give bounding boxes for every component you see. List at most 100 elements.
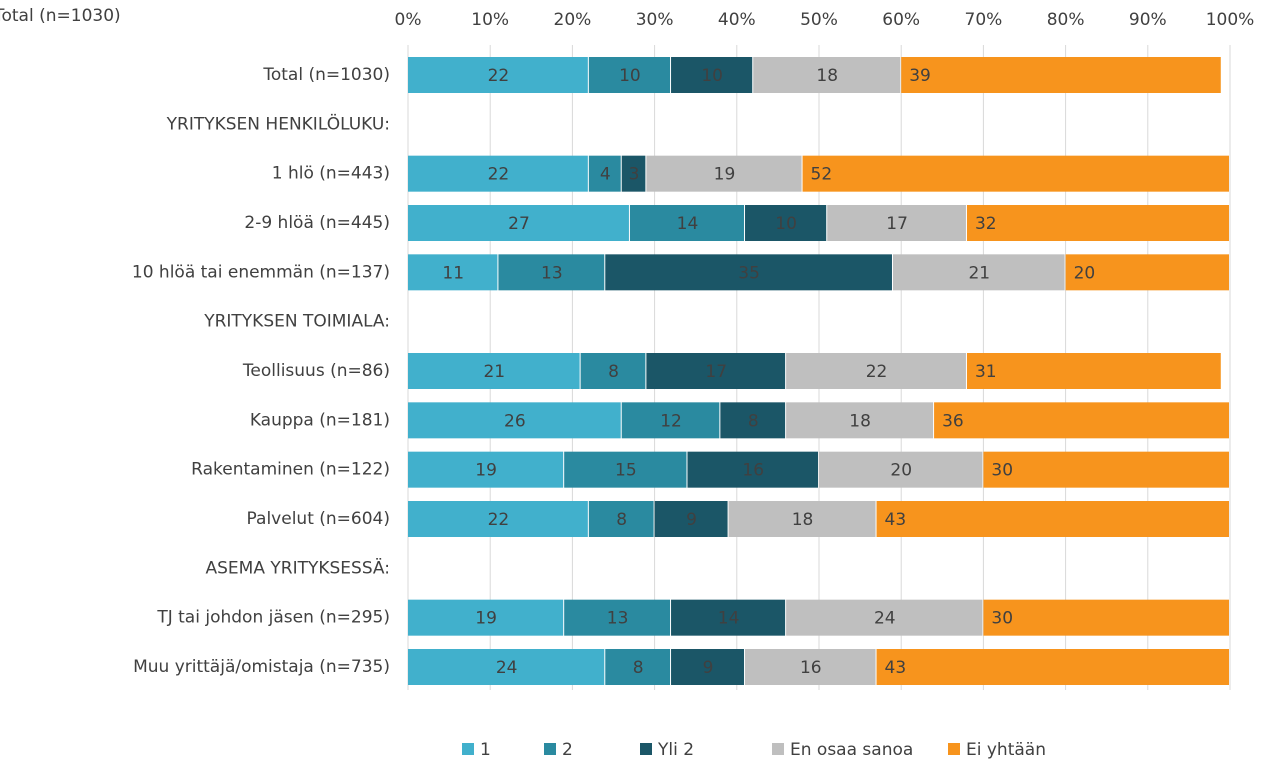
category-label: YRITYKSEN TOIMIALA: — [203, 312, 390, 332]
data-label: 35 — [738, 263, 760, 283]
bar-segment — [408, 501, 588, 537]
data-label: 18 — [792, 510, 814, 530]
bar-segment — [408, 57, 588, 93]
bar-segment — [646, 155, 802, 192]
chart-title: Total (n=1030) — [0, 6, 121, 26]
data-label: 30 — [991, 461, 1013, 481]
data-label: 15 — [615, 461, 637, 481]
data-label: 4 — [600, 165, 611, 185]
data-label: 39 — [909, 66, 931, 86]
data-label: 10 — [775, 214, 797, 234]
data-label: 52 — [811, 165, 833, 185]
legend-swatch — [640, 743, 652, 755]
data-label: 36 — [942, 411, 964, 431]
data-label: 9 — [686, 510, 697, 530]
legend-label: Ei yhtään — [966, 740, 1046, 760]
data-label: 21 — [968, 263, 990, 283]
legend-swatch — [462, 743, 474, 755]
bar-segment — [819, 451, 983, 488]
data-label: 43 — [885, 510, 907, 530]
data-label: 14 — [677, 214, 699, 234]
category-label: Total (n=1030) — [262, 65, 390, 85]
bar-segment — [654, 501, 728, 537]
data-label: 8 — [608, 362, 619, 382]
data-label: 27 — [508, 214, 530, 234]
x-tick-label: 70% — [965, 10, 1003, 30]
bar-segment — [564, 451, 687, 488]
legend-swatch — [948, 743, 960, 755]
bar-segment — [687, 451, 818, 488]
bar-segment — [408, 353, 580, 389]
x-tick-label: 60% — [882, 10, 920, 30]
data-label: 24 — [496, 658, 518, 678]
category-label: 2-9 hlöä (n=445) — [244, 213, 390, 233]
data-label: 32 — [975, 214, 997, 234]
data-label: 20 — [1074, 263, 1096, 283]
data-label: 3 — [629, 165, 640, 185]
data-label: 43 — [885, 658, 907, 678]
bar-segment — [934, 402, 1229, 439]
bar-segment — [408, 599, 564, 636]
bar-segment — [827, 205, 966, 241]
data-label: 19 — [475, 609, 497, 629]
bar-segment — [408, 205, 629, 241]
bar-segment — [728, 501, 876, 537]
data-label: 8 — [633, 658, 644, 678]
legend-label: En osaa sanoa — [790, 740, 913, 760]
x-tick-label: 30% — [636, 10, 674, 30]
bar-segment — [745, 649, 876, 685]
legend-label: 1 — [480, 740, 491, 760]
bar-segment — [588, 155, 621, 192]
bar-segment — [892, 254, 1065, 291]
category-label: 10 hlöä tai enemmän (n=137) — [132, 262, 390, 282]
bar-segment — [983, 451, 1229, 488]
category-label: Teollisuus (n=86) — [242, 361, 390, 381]
bar-segment — [408, 402, 621, 439]
category-label: Rakentaminen (n=122) — [191, 460, 390, 480]
bar-segment — [745, 205, 827, 241]
data-label: 20 — [890, 461, 912, 481]
data-label: 10 — [701, 66, 723, 86]
data-label: 8 — [748, 411, 759, 431]
data-label: 26 — [504, 411, 526, 431]
bar-segment — [408, 649, 605, 685]
bar-segment — [621, 402, 720, 439]
data-label: 12 — [660, 411, 682, 431]
data-label: 13 — [607, 609, 629, 629]
category-label: Palvelut (n=604) — [247, 509, 390, 529]
bar-segment — [498, 254, 605, 291]
data-label: 18 — [816, 66, 838, 86]
x-tick-label: 40% — [718, 10, 756, 30]
bar-segment — [786, 599, 983, 636]
data-label: 24 — [874, 609, 896, 629]
bar-segment — [901, 57, 1221, 93]
legend-label: 2 — [562, 740, 573, 760]
bar-segment — [605, 649, 671, 685]
x-tick-label: 100% — [1206, 10, 1255, 30]
data-label: 22 — [488, 66, 510, 86]
data-label: 17 — [705, 362, 727, 382]
data-label: 31 — [975, 362, 997, 382]
data-label: 9 — [703, 658, 714, 678]
bar-segment — [671, 649, 745, 685]
data-label: 8 — [616, 510, 627, 530]
bar-segment — [564, 599, 671, 636]
bar-segment — [621, 155, 646, 192]
bar-segment — [876, 501, 1229, 537]
data-label: 22 — [488, 510, 510, 530]
data-label: 17 — [886, 214, 908, 234]
x-tick-label: 10% — [471, 10, 509, 30]
bar-segment — [580, 353, 646, 389]
data-label: 10 — [619, 66, 641, 86]
bar-segment — [1065, 254, 1229, 291]
data-label: 21 — [483, 362, 505, 382]
x-tick-label: 80% — [1047, 10, 1085, 30]
bar-segment — [605, 254, 892, 291]
category-label: ASEMA YRITYKSESSÄ: — [206, 557, 390, 578]
bar-segment — [629, 205, 745, 241]
x-tick-label: 0% — [395, 10, 422, 30]
bar-segment — [966, 205, 1229, 241]
bar-segment — [983, 599, 1229, 636]
data-label: 22 — [866, 362, 888, 382]
category-label: YRITYKSEN HENKILÖLUKU: — [166, 112, 390, 134]
